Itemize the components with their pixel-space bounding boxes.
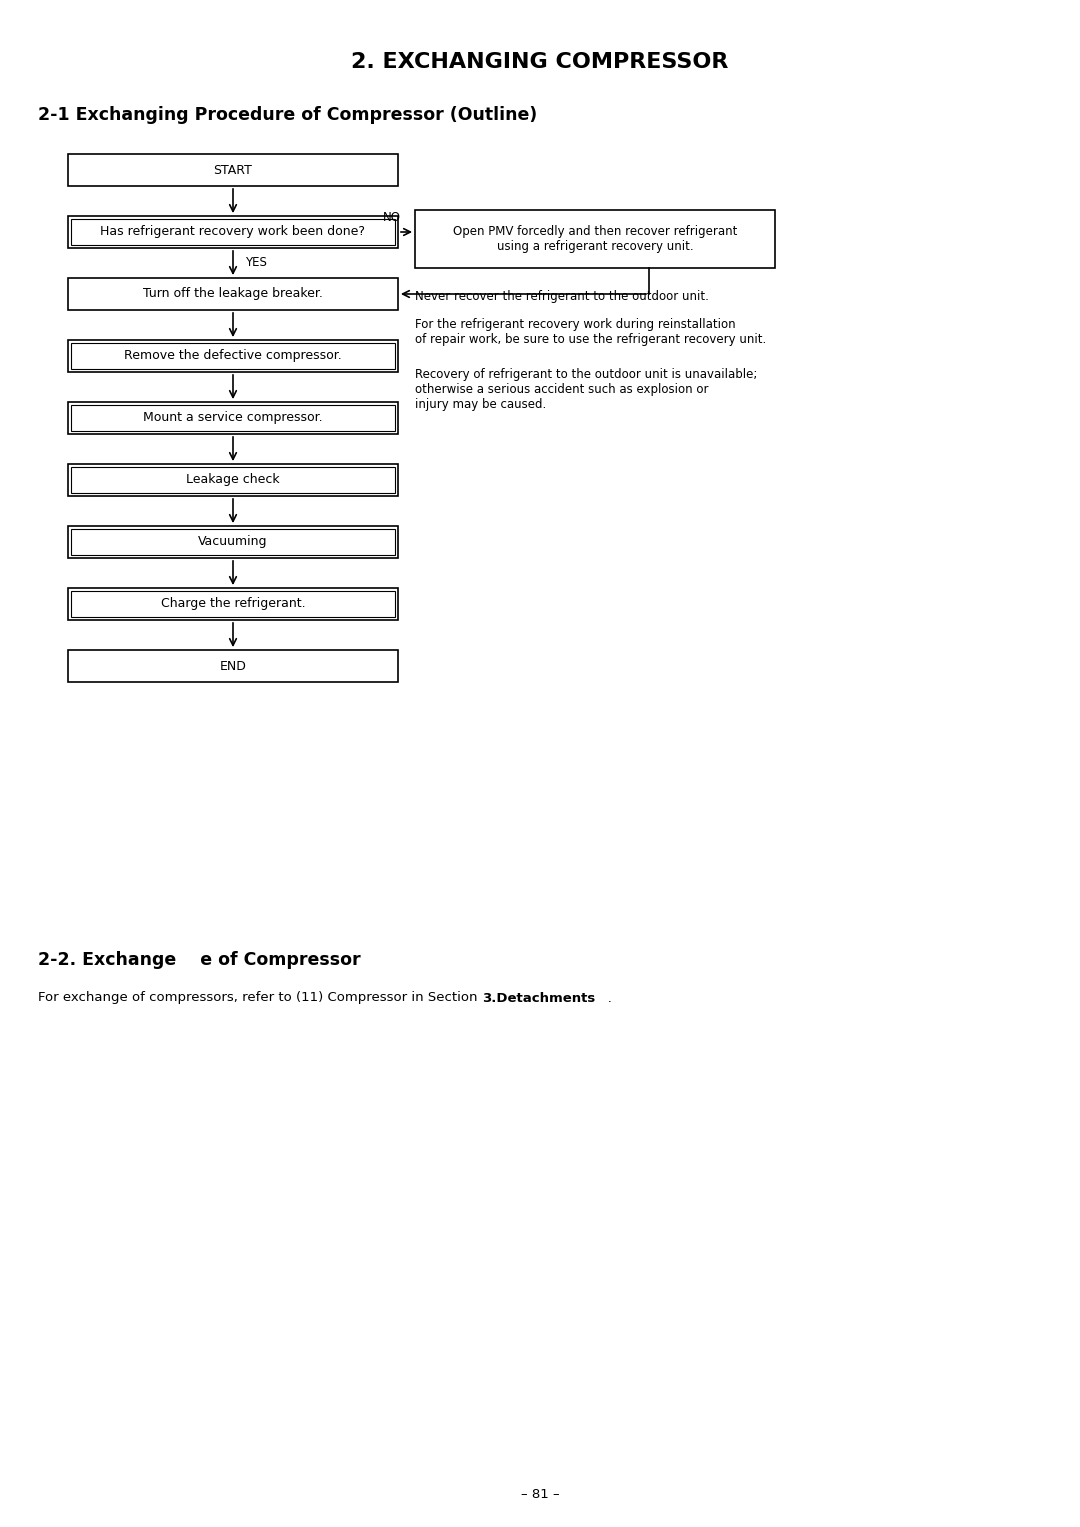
Text: Leakage check: Leakage check — [186, 473, 280, 487]
Bar — [68, 525, 399, 557]
Text: NO: NO — [382, 211, 401, 224]
Text: .: . — [595, 991, 612, 1005]
Bar — [71, 528, 395, 554]
Bar — [68, 215, 399, 247]
Text: Turn off the leakage breaker.: Turn off the leakage breaker. — [143, 287, 323, 301]
Bar — [68, 651, 399, 683]
Bar — [68, 278, 399, 310]
Text: 2. EXCHANGING COMPRESSOR: 2. EXCHANGING COMPRESSOR — [351, 52, 729, 72]
Text: 3.Detachments: 3.Detachments — [482, 991, 595, 1005]
Bar — [71, 405, 395, 431]
Bar — [415, 211, 775, 269]
Text: 2-2. Exchange    e of Compressor: 2-2. Exchange e of Compressor — [38, 951, 361, 970]
Bar — [68, 588, 399, 620]
Text: Charge the refrigerant.: Charge the refrigerant. — [161, 597, 306, 611]
Text: – 81 –: – 81 – — [521, 1489, 559, 1501]
Text: START: START — [214, 163, 253, 177]
Text: YES: YES — [245, 257, 267, 269]
Bar — [68, 464, 399, 496]
Bar — [68, 341, 399, 373]
Bar — [71, 591, 395, 617]
Text: Has refrigerant recovery work been done?: Has refrigerant recovery work been done? — [100, 226, 365, 238]
Text: Recovery of refrigerant to the outdoor unit is unavailable;
otherwise a serious : Recovery of refrigerant to the outdoor u… — [415, 368, 757, 411]
Text: Never recover the refrigerant to the outdoor unit.: Never recover the refrigerant to the out… — [415, 290, 708, 302]
Text: Mount a service compressor.: Mount a service compressor. — [144, 411, 323, 425]
Text: Vacuuming: Vacuuming — [199, 536, 268, 548]
Text: END: END — [219, 660, 246, 672]
Text: Remove the defective compressor.: Remove the defective compressor. — [124, 350, 342, 362]
Bar — [71, 218, 395, 244]
Bar — [71, 344, 395, 370]
Text: Open PMV forcedly and then recover refrigerant
using a refrigerant recovery unit: Open PMV forcedly and then recover refri… — [453, 224, 738, 253]
Bar — [68, 154, 399, 186]
Bar — [68, 402, 399, 434]
Text: 2-1 Exchanging Procedure of Compressor (Outline): 2-1 Exchanging Procedure of Compressor (… — [38, 105, 537, 124]
Bar — [71, 467, 395, 493]
Text: For exchange of compressors, refer to (11) Compressor in Section: For exchange of compressors, refer to (1… — [38, 991, 482, 1005]
Text: For the refrigerant recovery work during reinstallation
of repair work, be sure : For the refrigerant recovery work during… — [415, 318, 766, 347]
